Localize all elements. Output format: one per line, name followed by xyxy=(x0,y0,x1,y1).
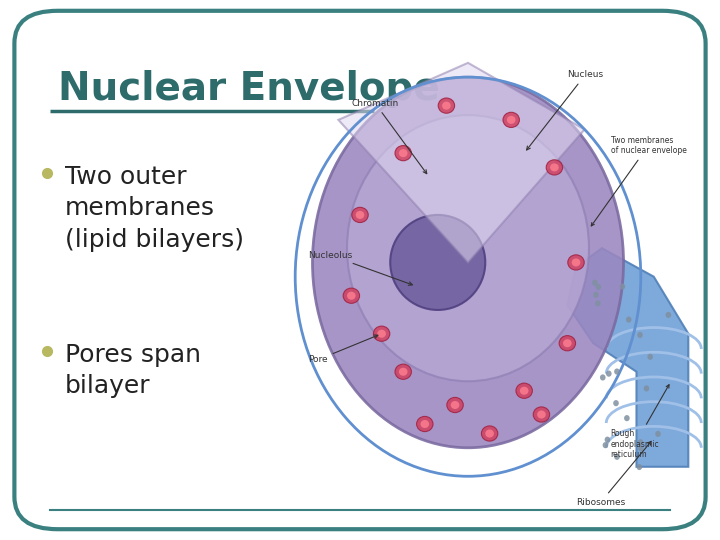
Text: Rough
endoplasmic
reticulum: Rough endoplasmic reticulum xyxy=(611,384,669,460)
Ellipse shape xyxy=(600,374,606,381)
Ellipse shape xyxy=(559,336,575,351)
Ellipse shape xyxy=(417,416,433,431)
Ellipse shape xyxy=(614,454,620,460)
Ellipse shape xyxy=(395,364,411,379)
Ellipse shape xyxy=(520,387,528,395)
Ellipse shape xyxy=(312,77,624,448)
Ellipse shape xyxy=(644,386,649,392)
Ellipse shape xyxy=(516,383,532,399)
Ellipse shape xyxy=(438,98,454,113)
Ellipse shape xyxy=(593,292,599,298)
Ellipse shape xyxy=(482,426,498,441)
Ellipse shape xyxy=(537,410,546,418)
Ellipse shape xyxy=(563,339,572,347)
Ellipse shape xyxy=(420,420,429,428)
Ellipse shape xyxy=(614,368,620,375)
Ellipse shape xyxy=(399,368,408,376)
Text: Nuclear Envelope: Nuclear Envelope xyxy=(58,70,439,108)
Ellipse shape xyxy=(626,316,631,323)
Text: Ribosomes: Ribosomes xyxy=(576,441,651,507)
Ellipse shape xyxy=(603,442,608,448)
Ellipse shape xyxy=(568,255,584,270)
Ellipse shape xyxy=(613,400,618,406)
Text: Nucleolus: Nucleolus xyxy=(308,251,413,285)
Text: Chromatin: Chromatin xyxy=(351,99,427,174)
Ellipse shape xyxy=(636,464,642,470)
Ellipse shape xyxy=(347,115,589,381)
Ellipse shape xyxy=(485,429,494,437)
Ellipse shape xyxy=(595,300,600,307)
FancyBboxPatch shape xyxy=(14,11,706,529)
Ellipse shape xyxy=(442,102,451,110)
Ellipse shape xyxy=(534,407,549,422)
Ellipse shape xyxy=(606,370,611,377)
Ellipse shape xyxy=(592,280,598,286)
Ellipse shape xyxy=(620,284,625,289)
Ellipse shape xyxy=(605,436,611,443)
Ellipse shape xyxy=(399,149,408,157)
Ellipse shape xyxy=(595,284,601,290)
Ellipse shape xyxy=(638,446,644,451)
Ellipse shape xyxy=(665,312,671,318)
Ellipse shape xyxy=(637,332,643,338)
Ellipse shape xyxy=(638,439,644,446)
Ellipse shape xyxy=(572,259,580,266)
Text: Pores span
bilayer: Pores span bilayer xyxy=(65,343,201,399)
Ellipse shape xyxy=(356,211,364,219)
Ellipse shape xyxy=(647,354,653,360)
Ellipse shape xyxy=(503,112,519,127)
Ellipse shape xyxy=(395,146,411,161)
Text: Pore: Pore xyxy=(308,335,378,365)
Ellipse shape xyxy=(374,326,390,341)
Ellipse shape xyxy=(451,401,459,409)
Ellipse shape xyxy=(377,330,386,338)
Ellipse shape xyxy=(390,215,485,310)
Text: Two outer
membranes
(lipid bilayers): Two outer membranes (lipid bilayers) xyxy=(65,165,244,252)
Ellipse shape xyxy=(550,164,559,171)
Ellipse shape xyxy=(546,160,562,175)
Ellipse shape xyxy=(347,292,356,300)
Ellipse shape xyxy=(624,415,630,421)
Ellipse shape xyxy=(343,288,359,303)
Polygon shape xyxy=(567,248,688,467)
Polygon shape xyxy=(338,63,585,262)
Ellipse shape xyxy=(655,431,661,437)
Text: Nucleus: Nucleus xyxy=(526,70,603,150)
Ellipse shape xyxy=(507,116,516,124)
Ellipse shape xyxy=(447,397,463,413)
Text: Two membranes
of nuclear envelope: Two membranes of nuclear envelope xyxy=(591,136,686,226)
Ellipse shape xyxy=(352,207,368,222)
